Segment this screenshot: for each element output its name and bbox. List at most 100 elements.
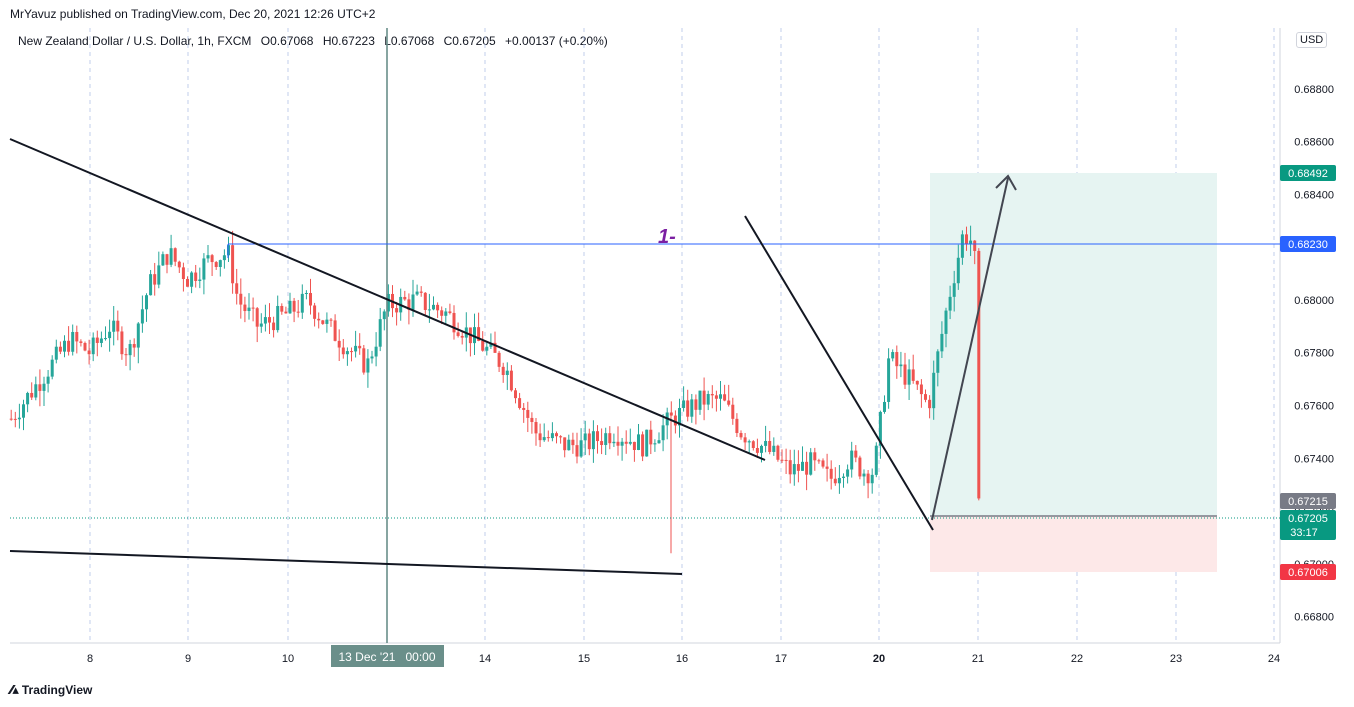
candle-body (42, 383, 46, 391)
candle-body (288, 300, 292, 314)
candle-body (95, 337, 99, 343)
candle-body (780, 459, 784, 461)
close-value: C0.67205 (443, 34, 496, 48)
candle-body (366, 358, 370, 373)
candle-body (505, 370, 509, 375)
candle-body (514, 390, 517, 399)
tradingview-brand[interactable]: ⁄⁄▴ TradingView (10, 682, 92, 698)
candle-body (579, 440, 583, 457)
candle-body (477, 327, 481, 341)
candle-body (222, 255, 226, 261)
crosshair-time-label: 13 Dec '21 00:00 (331, 645, 444, 667)
candle-body (862, 473, 866, 477)
candle-body (362, 348, 366, 373)
candle-body (538, 433, 542, 441)
candle-body (169, 248, 173, 265)
candle-body (641, 434, 645, 457)
candle-body (378, 319, 382, 347)
candle-body (813, 452, 817, 461)
candle-body (255, 308, 259, 327)
candle-body (313, 305, 317, 319)
candle-body (206, 255, 210, 259)
candle-body (104, 338, 107, 340)
candle-body (116, 320, 120, 332)
candle-body (276, 305, 280, 331)
candle-body (440, 310, 444, 316)
candle-body (452, 312, 456, 333)
candle-body (768, 440, 772, 452)
candle-body (345, 351, 349, 355)
candle-body (624, 441, 628, 444)
candle-body (448, 311, 452, 313)
candle-body (71, 331, 75, 352)
candle-body (13, 418, 17, 420)
candle-body (616, 441, 620, 446)
candle-body (542, 437, 546, 441)
candle-body (764, 440, 768, 446)
candle-body (296, 311, 300, 313)
candle-body (842, 476, 845, 478)
candle-body (686, 400, 690, 417)
candle-body (239, 293, 243, 305)
candle-body (317, 318, 321, 321)
currency-button[interactable]: USD (1296, 32, 1328, 48)
candle-body (571, 439, 575, 446)
candle-body (678, 407, 681, 426)
candle-body (919, 384, 923, 395)
candle-body (973, 240, 977, 251)
candle-body (411, 294, 415, 310)
candle-body (948, 296, 952, 311)
candle-body (833, 478, 837, 484)
candle-body (706, 394, 710, 405)
candle-body (796, 464, 800, 471)
candle-body (956, 257, 960, 284)
candle-body (444, 311, 448, 316)
candle-body (924, 394, 927, 400)
candle-body (710, 394, 714, 396)
candle-body (604, 433, 608, 446)
candle-body (87, 350, 91, 355)
low-value: L0.67068 (384, 34, 435, 48)
countdown-text: 33:17 (1290, 527, 1318, 539)
candle-body (186, 279, 189, 287)
candle-body (977, 250, 981, 499)
candle-body (140, 309, 144, 324)
y-tick-label: 0.68000 (1294, 295, 1334, 307)
candle-body (235, 283, 239, 294)
candle-body (325, 319, 329, 324)
candle-body (358, 345, 362, 349)
candle-body (550, 433, 554, 439)
stop-price-text: 0.67006 (1288, 567, 1328, 579)
candle-body (395, 308, 399, 313)
projection-arrow (931, 177, 1009, 521)
candle-body (743, 437, 747, 443)
candle-body (423, 292, 427, 310)
stop-price-label: 0.67006 (1280, 564, 1336, 580)
candle-body (231, 245, 235, 284)
candle-body (907, 369, 911, 385)
target-price-text: 0.68492 (1288, 168, 1328, 180)
candle-body (177, 261, 181, 268)
candle-body (108, 331, 112, 339)
target-price-label: 0.68492 (1280, 165, 1336, 181)
crosshair-time-text: 13 Dec '21 00:00 (338, 650, 435, 664)
candle-body (792, 464, 796, 475)
candle-body (698, 390, 702, 410)
candle-body (370, 356, 374, 359)
candle-body (821, 460, 825, 467)
candle-body (403, 296, 407, 300)
symbol-legend: New Zealand Dollar / U.S. Dollar, 1h, FX… (18, 34, 614, 48)
candles (9, 225, 981, 554)
candle-body (600, 441, 604, 446)
candle-body (333, 320, 337, 341)
candle-body (272, 322, 276, 331)
candle-body (493, 342, 497, 353)
descending-trendline (9, 138, 766, 461)
x-tick-label: 24 (1268, 653, 1280, 665)
candle-body (304, 293, 308, 295)
candle-body (407, 299, 411, 310)
lower-trendline (9, 550, 683, 575)
candle-body (321, 320, 325, 324)
candle-body (341, 347, 345, 355)
